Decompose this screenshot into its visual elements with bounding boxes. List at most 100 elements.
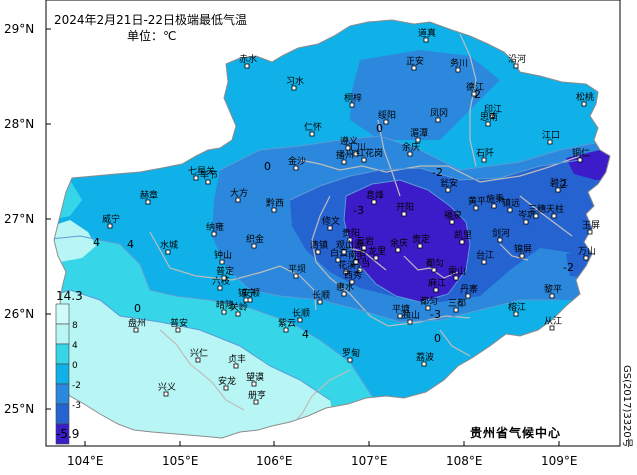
city-marker [235,311,241,317]
city-marker [513,63,519,69]
city-label: 紫云 [278,318,296,329]
city-marker [507,207,513,213]
city-label: 台江 [476,249,494,261]
city-marker [433,287,439,293]
city-marker [401,211,407,217]
contour-label: 0 [264,160,271,173]
city-label: 瓮安 [440,177,458,189]
city-label: 都匀 [426,257,444,269]
legend-swatch [55,383,70,405]
city-label: 红花岗 [356,147,383,159]
city-label: 福泉 [444,209,462,221]
lon-label: 104°E [67,454,104,468]
city-marker [251,381,257,387]
city-marker [221,309,227,315]
city-label: 贵定 [412,233,430,245]
legend-min: -5.9 [56,427,79,441]
legend-label: -3 [72,401,81,411]
city-marker [407,319,413,325]
city-marker [581,101,587,107]
city-label: 务川 [450,57,468,69]
city-label: 松桃 [576,91,594,103]
city-marker [221,275,227,281]
city-marker [383,119,389,125]
city-marker [551,213,557,219]
city-marker [411,65,417,71]
city-label: 盘州 [128,317,146,329]
legend-label: 4 [72,341,78,351]
city-label: 水城 [160,239,178,251]
city-label: 七星关 [188,165,215,177]
latitude-ticks: 29°N 28°N 27°N 26°N 25°N [4,22,51,416]
city-label: 云岩 [356,235,374,247]
city-marker [193,175,199,181]
city-label: 江口 [542,130,560,141]
city-marker [349,102,355,108]
city-label: 独山 [402,309,420,321]
city-label: 麻江 [428,277,446,289]
map-frame [45,0,621,447]
city-label: 安顺 [242,287,260,299]
map-code: GS(2017)3320号 [621,365,633,448]
contour-label: -3 [430,308,441,321]
city-marker [335,257,341,263]
city-label: 织金 [246,233,264,245]
city-marker [244,63,250,69]
city-marker [421,361,427,367]
city-marker [353,151,359,157]
city-marker [431,267,437,273]
city-label: 万山 [578,246,596,257]
contour-lines [54,135,610,401]
city-marker [583,255,589,261]
lat-label: 26°N [4,307,34,321]
city-label: 兴仁 [190,347,208,359]
city-marker [549,293,555,299]
city-marker [343,269,349,275]
city-marker [195,357,201,363]
legend-swatch [55,303,70,325]
contour-label: -2 [563,261,574,274]
city-label: 碧江 [550,177,568,189]
city-marker [361,157,367,163]
city-marker [217,285,223,291]
legend-swatch [55,343,70,365]
city-marker [523,219,529,225]
lon-label: 105°E [162,454,199,468]
city-marker [145,199,151,205]
city-label: 罗甸 [342,347,360,359]
city-label: 雷山 [448,266,466,277]
city-marker [533,213,539,219]
city-marker [353,259,359,265]
city-label: 惠水 [336,281,354,293]
city-label: 岑巩 [518,209,536,221]
city-marker [423,37,429,43]
city-label: 息烽 [366,189,384,201]
city-label: 凤冈 [430,108,448,119]
city-marker [233,363,239,369]
city-label: 镇远 [502,197,520,209]
city-marker [253,399,259,405]
city-marker [357,267,363,273]
city-label: 兴义 [158,382,176,393]
city-marker [349,279,355,285]
city-marker [371,199,377,205]
city-marker [449,219,455,225]
contour-label: -3 [353,204,364,217]
city-marker [341,159,347,165]
city-marker [519,253,525,259]
city-marker [491,203,497,209]
lat-label: 29°N [4,22,34,36]
city-label: 天柱 [546,203,564,215]
city-label: 余庆 [390,237,408,249]
city-label: 钟山 [214,249,232,261]
city-label: 贞丰 [228,353,246,365]
city-marker [425,305,431,311]
legend-label: 0 [72,361,78,371]
city-marker [445,187,451,193]
city-label: 仁怀 [304,121,322,133]
city-label: 湄潭 [410,128,428,139]
city-marker [459,239,465,245]
city-label: 荔波 [416,351,434,363]
city-label: 印江 [484,103,502,115]
